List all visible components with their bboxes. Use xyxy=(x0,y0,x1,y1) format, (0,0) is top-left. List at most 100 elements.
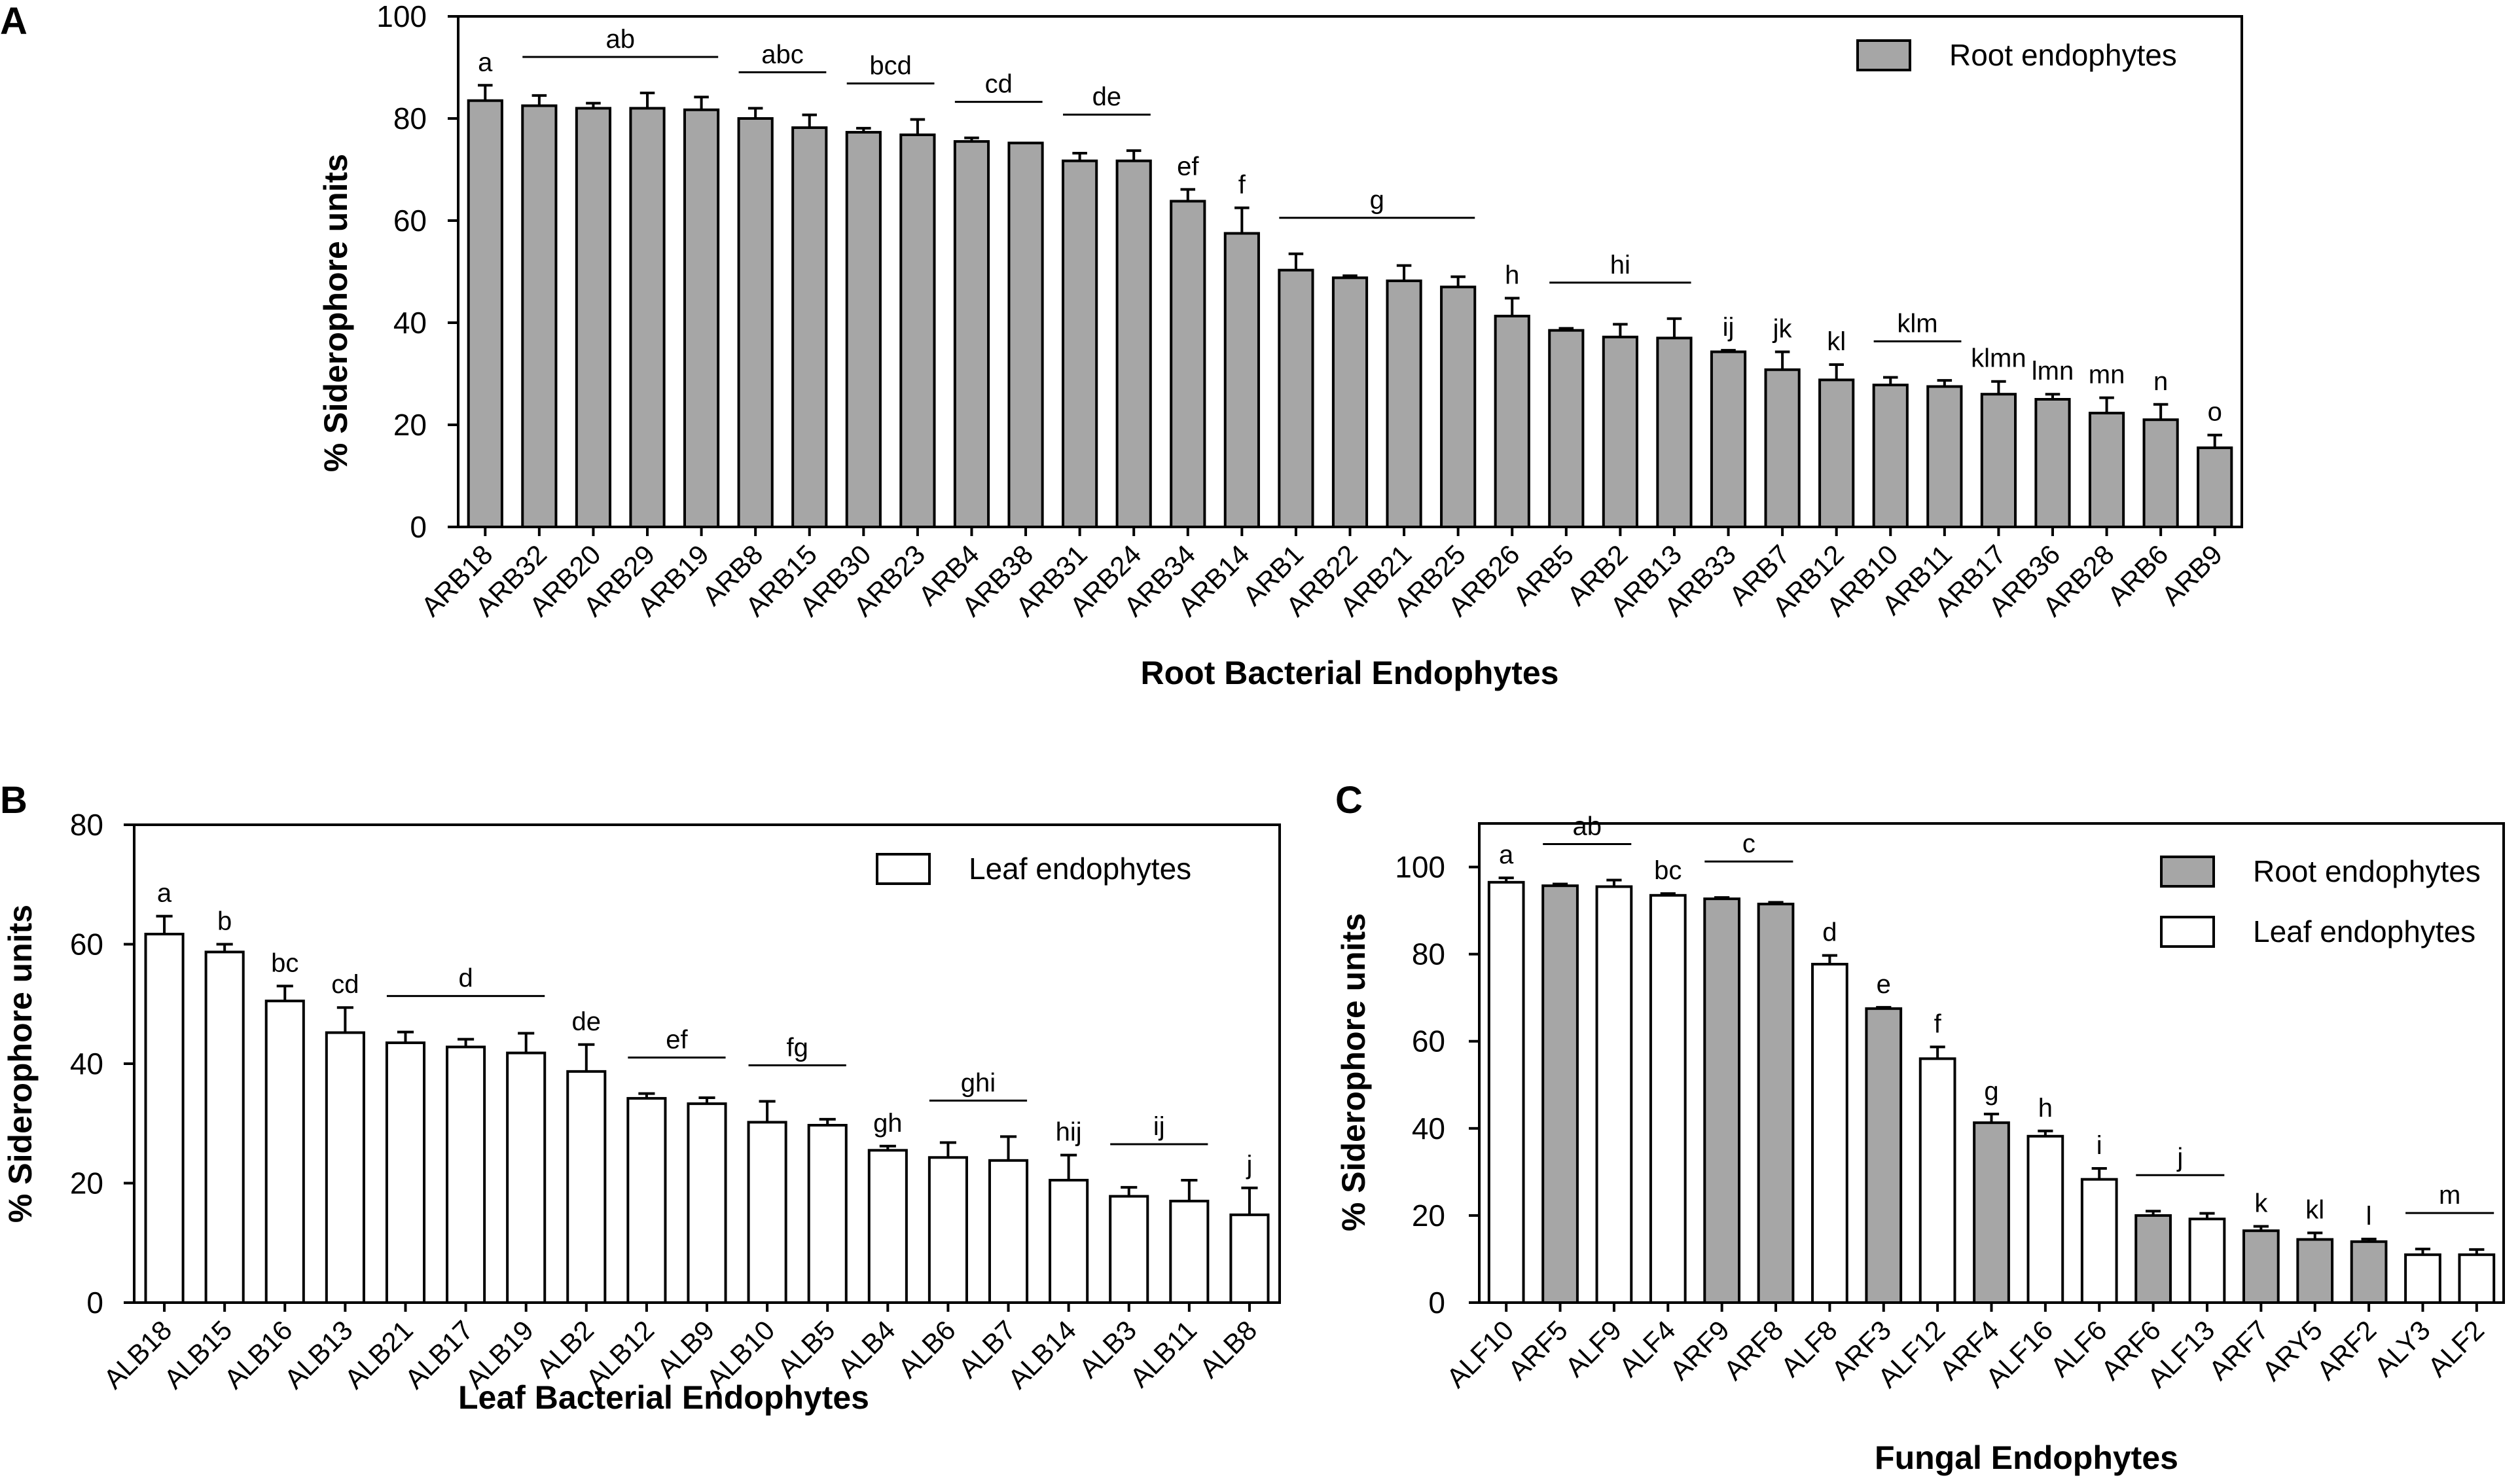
x-tick-label: ARF2 xyxy=(2311,1314,2382,1386)
bar xyxy=(325,1031,365,1305)
x-tick-label: ALB8 xyxy=(1193,1314,1263,1384)
panel-letter: B xyxy=(0,779,27,821)
bar xyxy=(264,1000,305,1304)
bar xyxy=(575,107,612,528)
bar xyxy=(899,133,936,528)
bar-group xyxy=(1062,152,1098,529)
bar xyxy=(737,117,774,528)
significance-letter: ef xyxy=(1177,152,1199,181)
bar-group xyxy=(1649,892,1687,1305)
significance-letter: ab xyxy=(605,25,635,54)
significance-letter: ghi xyxy=(961,1068,996,1097)
bar xyxy=(1494,314,1530,528)
bar-group xyxy=(1818,363,1855,528)
legend-label: Leaf endophytes xyxy=(2253,914,2475,948)
x-tick-label: ARY5 xyxy=(2256,1314,2328,1386)
x-tick-label: ARF8 xyxy=(1718,1314,1789,1386)
y-tick-label: 80 xyxy=(1412,937,1445,971)
bar-group xyxy=(2142,403,2179,529)
y-axis-label: % Siderophore units xyxy=(1335,913,1372,1231)
significance-letter: e xyxy=(1877,970,1891,999)
significance-letter: j xyxy=(1246,1151,1253,1180)
significance-letter: d xyxy=(458,964,473,993)
legend-item: Root endophytes xyxy=(1856,38,2177,72)
bar xyxy=(1487,880,1525,1304)
y-tick-label: 40 xyxy=(70,1047,103,1081)
bar xyxy=(2458,1253,2496,1305)
bar xyxy=(845,131,882,528)
bar xyxy=(1007,141,1044,528)
significance-letter: hi xyxy=(1610,251,1630,280)
bar-group xyxy=(2134,1210,2172,1304)
bar xyxy=(683,108,720,529)
bar-group xyxy=(687,1096,727,1304)
significance-letter: mn xyxy=(2089,361,2125,389)
bar-group xyxy=(1703,896,1741,1304)
legend-swatch xyxy=(2160,856,2215,888)
bar-group xyxy=(867,1144,908,1304)
x-tick-label: ARB9 xyxy=(2155,539,2228,611)
significance-letter: fg xyxy=(786,1033,808,1062)
x-tick-label: ALB14 xyxy=(1002,1314,1082,1394)
significance-letter: d xyxy=(1822,918,1837,947)
bar xyxy=(1757,903,1795,1305)
bar xyxy=(629,107,666,528)
bar-group xyxy=(1980,380,2017,529)
x-tick-label: ALB16 xyxy=(218,1314,298,1394)
bar xyxy=(1049,1178,1089,1304)
x-tick-label: ALF4 xyxy=(1613,1314,1681,1382)
bar xyxy=(385,1041,426,1304)
x-tick-label: ARF5 xyxy=(1502,1314,1574,1386)
y-tick-label: 60 xyxy=(1412,1024,1445,1058)
x-tick-label: ALB4 xyxy=(832,1314,901,1384)
bar xyxy=(1229,1213,1270,1305)
significance-letter: l xyxy=(2366,1202,2372,1231)
bar-group xyxy=(325,1006,365,1305)
bar xyxy=(687,1102,727,1304)
bar xyxy=(1548,329,1585,528)
bar xyxy=(506,1051,547,1304)
bar-group xyxy=(1170,188,1206,528)
bar-group xyxy=(2458,1248,2496,1305)
x-tick-label: ALB5 xyxy=(772,1314,841,1384)
bar-group xyxy=(1602,323,1638,529)
bar xyxy=(2296,1238,2334,1304)
bar-group xyxy=(683,96,720,529)
bar-group xyxy=(1757,901,1795,1305)
bar xyxy=(144,932,185,1305)
bar xyxy=(807,1123,848,1305)
bar xyxy=(446,1045,486,1304)
panel-c: C 020406080100ALF10ARF5ALF9ALF4ARF9ARF8A… xyxy=(1335,779,2505,1476)
significance-letter: abc xyxy=(761,40,804,69)
y-tick-label: 0 xyxy=(410,510,427,544)
y-tick-label: 100 xyxy=(376,0,427,33)
bar-group xyxy=(1595,878,1633,1305)
bar xyxy=(1169,1199,1210,1304)
x-tick-label: ALY3 xyxy=(2368,1314,2436,1382)
legend-swatch xyxy=(2160,916,2215,948)
bar-group xyxy=(1169,1178,1210,1304)
bar-group xyxy=(575,101,612,528)
bar xyxy=(1541,884,1579,1305)
bar-group xyxy=(2034,393,2071,528)
bar xyxy=(2242,1229,2280,1304)
bar-group xyxy=(204,943,245,1305)
x-axis-label: Leaf Bacterial Endophytes xyxy=(458,1379,869,1416)
bar-group xyxy=(1541,882,1579,1305)
bar-group xyxy=(807,1117,848,1305)
bar-group xyxy=(1007,141,1044,528)
x-tick-label: ALF6 xyxy=(2044,1314,2112,1382)
bar-group xyxy=(1710,349,1747,529)
x-tick-label: ALB18 xyxy=(98,1314,177,1394)
bar xyxy=(867,1149,908,1304)
significance-letter: a xyxy=(157,879,172,908)
y-axis-label: % Siderophore units xyxy=(317,154,354,472)
bar xyxy=(204,950,245,1305)
y-tick-label: 40 xyxy=(1412,1111,1445,1146)
bar xyxy=(791,126,828,529)
bar-group xyxy=(2296,1231,2334,1304)
panel-letter: C xyxy=(1335,779,1363,821)
x-tick-label: ALB15 xyxy=(158,1314,238,1394)
significance-letter: bc xyxy=(271,948,298,977)
y-tick-label: 20 xyxy=(70,1166,103,1200)
